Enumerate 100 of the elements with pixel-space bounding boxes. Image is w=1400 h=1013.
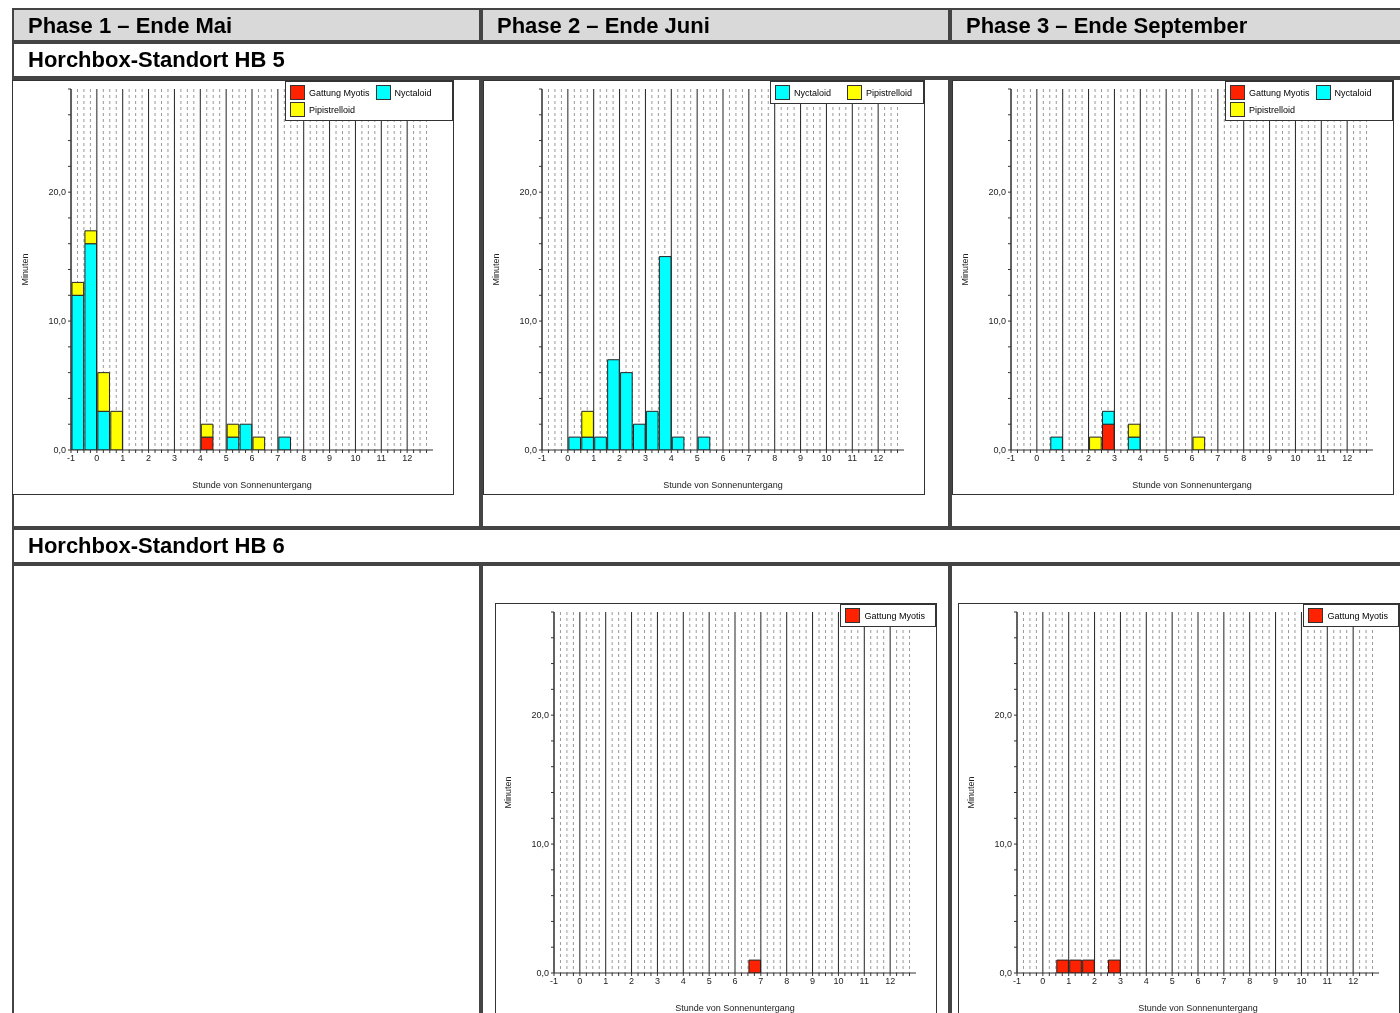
x-tick-label: 3 — [1111, 453, 1117, 464]
text: Phase 3 – Ende September — [966, 13, 1248, 38]
y-axis-title: Minuten — [960, 253, 971, 286]
x-tick-label: 4 — [680, 976, 686, 987]
x-tick-label: 2 — [146, 453, 152, 464]
x-tick-label: 9 — [1267, 453, 1273, 464]
y-tick-label: 0,0 — [999, 968, 1012, 979]
x-tick-label: 0 — [565, 453, 571, 464]
legend-label: Pipistrelloid — [1249, 104, 1296, 115]
x-tick-label: 3 — [171, 453, 177, 464]
x-tick-label: 0 — [577, 976, 583, 987]
x-tick-label: 10 — [350, 453, 361, 464]
x-tick-label: -1 — [66, 453, 76, 464]
x-tick-label: 9 — [798, 453, 804, 464]
x-axis-title: Stunde von Sonnenuntergang — [663, 480, 783, 490]
x-tick-label: 9 — [810, 976, 816, 987]
x-tick-label: -1 — [1012, 976, 1022, 987]
x-tick-label: 6 — [249, 453, 255, 464]
x-tick-label: 11 — [859, 976, 869, 987]
x-tick-label: 5 — [1169, 976, 1175, 987]
y-tick-label: 10,0 — [48, 316, 66, 327]
x-tick-label: 4 — [668, 453, 674, 464]
legend-label: Nyctaloid — [794, 87, 832, 98]
x-tick-label: 7 — [758, 976, 764, 987]
x-axis-title: Stunde von Sonnenuntergang — [675, 1003, 795, 1013]
x-tick-label: -1 — [1006, 453, 1016, 464]
y-tick-label: 20,0 — [519, 187, 537, 198]
x-tick-label: 3 — [642, 453, 648, 464]
x-tick-label: 4 — [197, 453, 203, 464]
x-tick-label: 2 — [629, 976, 635, 987]
x-tick-label: 11 — [847, 453, 857, 464]
x-tick-label: 8 — [1241, 453, 1247, 464]
x-tick-label: -1 — [549, 976, 559, 987]
legend-label: Gattung Myotis — [309, 87, 370, 98]
x-tick-label: 6 — [1189, 453, 1195, 464]
x-tick-label: 12 — [885, 976, 896, 987]
y-tick-label: 20,0 — [994, 710, 1012, 721]
y-tick-label: 0,0 — [524, 445, 537, 456]
legend-label: Nyctaloid — [394, 87, 432, 98]
x-tick-label: 9 — [1273, 976, 1279, 987]
x-tick-label: 3 — [654, 976, 660, 987]
y-tick-label: 10,0 — [531, 839, 549, 850]
x-tick-label: 10 — [1296, 976, 1307, 987]
text: Phase 1 – Ende Mai — [28, 13, 233, 38]
x-tick-label: 8 — [784, 976, 790, 987]
y-tick-label: 10,0 — [988, 316, 1006, 327]
y-tick-label: 0,0 — [536, 968, 549, 979]
x-tick-label: 5 — [223, 453, 229, 464]
x-axis-title: Stunde von Sonnenuntergang — [192, 480, 312, 490]
x-tick-label: 1 — [1066, 976, 1072, 987]
x-tick-label: 3 — [1117, 976, 1123, 987]
x-tick-label: 5 — [1163, 453, 1169, 464]
y-tick-label: 20,0 — [988, 187, 1006, 198]
x-tick-label: 0 — [1034, 453, 1040, 464]
x-tick-label: 5 — [694, 453, 700, 464]
x-tick-label: 7 — [1215, 453, 1221, 464]
x-tick-label: 10 — [1290, 453, 1301, 464]
x-tick-label: 11 — [376, 453, 386, 464]
x-axis-title: Stunde von Sonnenuntergang — [1138, 1003, 1258, 1013]
x-tick-label: -1 — [537, 453, 547, 464]
x-tick-label: 6 — [1195, 976, 1201, 987]
x-tick-label: 6 — [720, 453, 726, 464]
y-tick-label: 0,0 — [993, 445, 1006, 456]
text: Phase 2 – Ende Juni — [497, 13, 710, 38]
x-tick-label: 12 — [402, 453, 413, 464]
y-tick-label: 0,0 — [53, 445, 66, 456]
x-tick-label: 12 — [873, 453, 884, 464]
x-tick-label: 4 — [1137, 453, 1143, 464]
x-tick-label: 11 — [1322, 976, 1332, 987]
x-tick-label: 10 — [821, 453, 832, 464]
x-tick-label: 8 — [772, 453, 778, 464]
x-tick-label: 1 — [603, 976, 609, 987]
x-tick-label: 1 — [591, 453, 597, 464]
text: Horchbox-Standort HB 6 — [28, 533, 285, 558]
x-tick-label: 1 — [120, 453, 126, 464]
x-tick-label: 10 — [833, 976, 844, 987]
x-tick-label: 0 — [94, 453, 100, 464]
x-tick-label: 7 — [275, 453, 281, 464]
x-tick-label: 12 — [1348, 976, 1359, 987]
x-tick-label: 7 — [746, 453, 752, 464]
y-tick-label: 20,0 — [531, 710, 549, 721]
legend-label: Pipistrelloid — [309, 104, 356, 115]
x-axis-title: Stunde von Sonnenuntergang — [1132, 480, 1252, 490]
legend-label: Gattung Myotis — [1327, 610, 1388, 621]
x-tick-label: 8 — [301, 453, 307, 464]
legend-label: Gattung Myotis — [864, 610, 925, 621]
legend-label: Pipistrelloid — [866, 87, 913, 98]
legend-label: Nyctaloid — [1334, 87, 1372, 98]
x-tick-label: 0 — [1040, 976, 1046, 987]
x-tick-label: 2 — [1092, 976, 1098, 987]
y-tick-label: 10,0 — [519, 316, 537, 327]
x-tick-label: 4 — [1143, 976, 1149, 987]
x-tick-label: 12 — [1342, 453, 1353, 464]
x-tick-label: 5 — [706, 976, 712, 987]
y-tick-label: 20,0 — [48, 187, 66, 198]
x-tick-label: 2 — [1086, 453, 1092, 464]
y-axis-title: Minuten — [966, 776, 977, 809]
x-tick-label: 6 — [732, 976, 738, 987]
x-tick-label: 8 — [1247, 976, 1253, 987]
x-tick-label: 1 — [1060, 453, 1066, 464]
